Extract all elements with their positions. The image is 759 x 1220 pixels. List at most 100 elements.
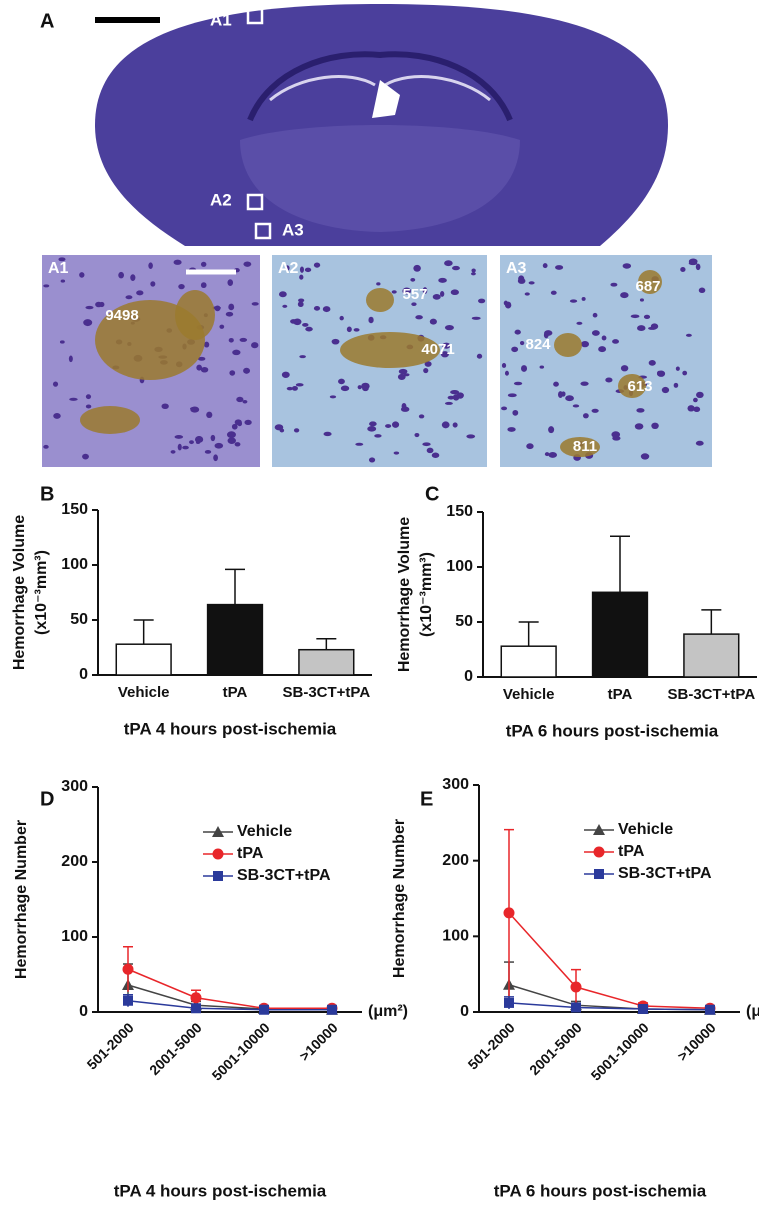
cell-nucleus [340,385,350,392]
hemorrhage-count: 4071 [421,341,454,358]
cell-nucleus [338,378,345,385]
x-tick-label: Vehicle [118,684,170,701]
hemorrhage-count: 9498 [105,307,138,324]
cell-nucleus [228,337,234,343]
cell-nucleus [243,261,252,267]
cell-nucleus [630,314,640,319]
hemorrhage [554,333,582,357]
cell-nucleus [174,435,184,439]
cell-nucleus [620,365,629,372]
cell-nucleus [302,322,309,327]
cell-nucleus [219,324,225,329]
cell-nucleus [611,431,621,438]
y-tick-label: 300 [61,778,88,795]
x-tick-label: >10000 [296,1019,341,1064]
cell-nucleus [177,443,182,451]
cell-nucleus [234,419,242,426]
cell-nucleus [59,340,65,344]
region-box [246,7,264,25]
series-line [508,1002,711,1011]
cell-nucleus [432,293,441,300]
marker [705,1004,715,1015]
cell-nucleus [204,341,210,348]
cell-nucleus [295,383,304,387]
cell-nucleus [519,340,525,346]
cell-nucleus [53,413,61,419]
cell-nucleus [612,339,620,344]
cell-nucleus [194,435,204,443]
cell-nucleus [695,263,701,271]
cell-nucleus [580,381,589,386]
cell-nucleus [227,437,236,444]
cell-nucleus [228,303,235,311]
ventricle [372,80,400,118]
cell-nucleus [251,342,259,349]
cell-nucleus [620,292,629,299]
cell-nucleus [511,346,519,353]
cell-nucleus [401,402,407,410]
y-tick-label: 150 [446,503,473,520]
cell-nucleus [214,442,224,449]
panel-label: E [420,788,433,810]
cell-nucleus [576,321,583,325]
cell-nucleus [226,431,236,439]
y-tick-label: 50 [70,611,88,628]
panel-label: A [40,10,54,32]
cell-nucleus [69,397,78,401]
cell-nucleus [561,391,566,397]
hemorrhage-count: 824 [525,336,551,353]
cell-nucleus [282,304,288,308]
marker [504,997,514,1008]
cell-nucleus [357,385,362,390]
cell-nucleus [504,370,509,376]
cell-nucleus [79,272,85,278]
cell-nucleus [452,265,460,271]
cell-nucleus [410,277,416,282]
hemorrhage-count: 811 [573,438,597,455]
cell-nucleus [648,359,656,366]
panel-label: B [40,483,54,505]
cell-nucleus [439,290,445,297]
cell-nucleus [544,330,553,336]
cell-nucleus [622,263,632,269]
marker [570,981,582,993]
series-line [127,1000,332,1011]
y-tick-label: 100 [61,928,88,945]
cell-nucleus [376,282,381,286]
hippocampus [247,51,513,122]
cell-nucleus [693,397,698,403]
cell-nucleus [550,290,557,295]
marker [212,848,224,860]
marker [123,995,133,1006]
cell-nucleus [60,279,66,283]
hemorrhage [366,288,394,312]
cell-nucleus [374,434,382,438]
cell-nucleus [501,363,507,368]
marker [571,1002,581,1013]
cell-nucleus [636,408,645,413]
cell-nucleus [413,264,421,272]
cell-nucleus [130,274,136,281]
cell-nucleus [85,404,92,409]
x-tick-label: 2001-5000 [146,1019,205,1078]
cell-nucleus [210,434,216,442]
cell-nucleus [471,268,476,273]
cell-nucleus [466,434,476,439]
cell-nucleus [229,370,236,376]
x-axis-label: tPA 4 hours post-ischemia [124,719,337,738]
brain-section [95,4,668,246]
cell-nucleus [118,271,124,279]
cell-nucleus [640,453,650,460]
cell-nucleus [95,301,103,308]
legend-label: tPA [618,843,645,860]
y-axis-label: (x10⁻³mm³) [33,550,50,635]
y-tick-label: 0 [79,1003,88,1020]
cell-nucleus [441,421,450,429]
cell-nucleus [136,290,144,296]
cell-nucleus [598,346,607,353]
cell-nucleus [200,366,209,373]
cell-nucleus [505,301,512,309]
x-unit-label: (μm²) [746,1003,759,1020]
cell-nucleus [657,370,666,377]
cell-nucleus [212,306,221,310]
